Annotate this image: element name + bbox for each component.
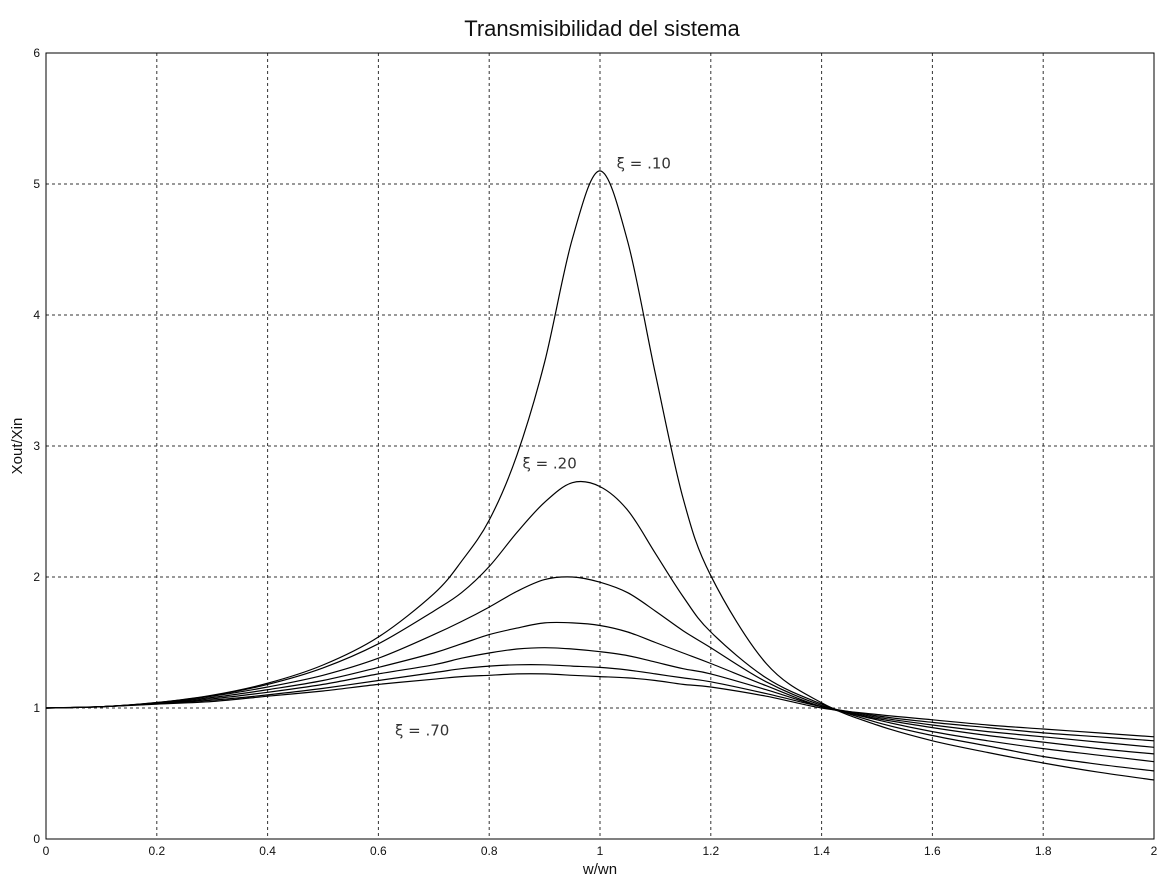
x-tick-label: 1.8 bbox=[1035, 844, 1052, 858]
annotations: ξ = .10 ξ = .20 ξ = .70 bbox=[395, 154, 671, 739]
damping-annotation: ξ = .10 bbox=[617, 154, 671, 172]
y-tick-label: 4 bbox=[33, 308, 40, 322]
x-tick-label: 1.6 bbox=[924, 844, 941, 858]
x-axis-label: w/wn bbox=[582, 861, 617, 878]
chart-title: Transmisibilidad del sistema bbox=[464, 16, 740, 41]
x-tick-label: 0 bbox=[43, 844, 50, 858]
x-tick-label: 0.2 bbox=[148, 844, 165, 858]
series-line-2 bbox=[45, 480, 1155, 772]
series-line-3 bbox=[45, 576, 1155, 763]
y-tick-label: 2 bbox=[33, 570, 40, 584]
x-tick-label: 1.2 bbox=[702, 844, 719, 858]
series-line-1 bbox=[45, 170, 1155, 781]
y-tick-label: 3 bbox=[33, 439, 40, 453]
series-line-4 bbox=[45, 621, 1155, 755]
damping-annotation: ξ = .70 bbox=[395, 722, 449, 740]
x-tick-label: 1 bbox=[597, 844, 604, 858]
x-tick-label: 1.4 bbox=[813, 844, 830, 858]
y-axis-label: Xout/Xin bbox=[9, 418, 26, 475]
series-line-5 bbox=[45, 647, 1155, 748]
tick-labels: 0 0.2 0.4 0.6 0.8 1 1.2 1.4 1.6 1.8 2 0 1 2 3 4 5 6 bbox=[33, 46, 1157, 858]
x-tick-label: 0.6 bbox=[370, 844, 387, 858]
y-tick-label: 5 bbox=[33, 177, 40, 191]
y-tick-label: 6 bbox=[33, 46, 40, 60]
y-tick-label: 1 bbox=[33, 701, 40, 715]
y-tick-label: 0 bbox=[33, 832, 40, 846]
plot-frame bbox=[45, 52, 1155, 840]
x-tick-label: 2 bbox=[1151, 844, 1158, 858]
series-line-7 bbox=[45, 673, 1155, 738]
curves bbox=[45, 170, 1155, 781]
x-tick-label: 0.4 bbox=[259, 844, 276, 858]
series-line-6 bbox=[45, 664, 1155, 742]
x-tick-label: 0.8 bbox=[481, 844, 498, 858]
damping-annotation: ξ = .20 bbox=[522, 454, 576, 472]
